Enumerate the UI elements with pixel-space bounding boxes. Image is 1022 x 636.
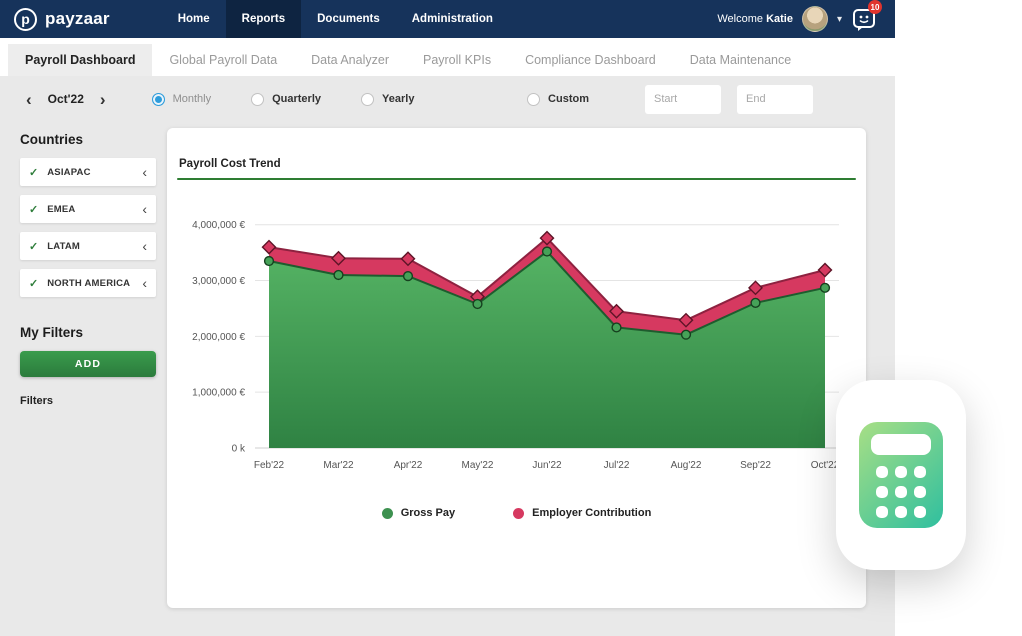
tab-data-maintenance[interactable]: Data Maintenance	[689, 53, 792, 67]
check-icon: ✓	[29, 277, 39, 290]
radio-label-quarterly: Quarterly	[272, 93, 322, 105]
legend-dot	[513, 507, 525, 519]
main-nav: Home Reports Documents Administration	[162, 0, 509, 38]
user-name: Katie	[766, 13, 793, 25]
nav-item-administration[interactable]: Administration	[411, 13, 493, 25]
calculator-widget-card[interactable]	[836, 380, 966, 570]
calculator-icon	[859, 422, 943, 528]
top-navbar: p payzaar Home Reports Documents Adminis…	[0, 0, 895, 38]
svg-text:Jul'22: Jul'22	[604, 460, 630, 471]
radio-dot-yearly	[361, 92, 375, 106]
chart-legend: Gross Pay Employer Contribution	[167, 507, 866, 519]
chat-bubble-icon	[853, 9, 875, 31]
country-item-latam[interactable]: ✓ LATAM ‹	[20, 232, 156, 260]
tab-payroll-dashboard[interactable]: Payroll Dashboard	[8, 44, 153, 76]
period-bar: ‹ Oct'22 › Monthly Quarterly Yearly Cust…	[0, 76, 895, 122]
custom-range-group: Custom	[527, 84, 813, 114]
payzaar-logo-icon: p	[14, 7, 37, 31]
svg-text:Feb'22: Feb'22	[254, 460, 285, 471]
nav-item-home[interactable]: Home	[177, 13, 210, 25]
radio-yearly[interactable]: Yearly	[361, 92, 415, 106]
country-item-asiapac[interactable]: ✓ ASIAPAC ‹	[20, 158, 156, 186]
country-item-north-america[interactable]: ✓ NORTH AMERICA ‹	[20, 269, 156, 297]
svg-text:Oct'22: Oct'22	[811, 460, 840, 471]
legend-dot	[381, 507, 393, 519]
check-icon: ✓	[29, 240, 39, 253]
country-label: EMEA	[47, 203, 76, 215]
notifications-button[interactable]: 10	[851, 0, 882, 32]
nav-item-reports[interactable]: Reports	[225, 0, 302, 38]
chevron-left-icon[interactable]: ‹	[142, 164, 147, 180]
country-label: ASIAPAC	[47, 166, 91, 178]
next-period-button[interactable]: ›	[99, 89, 106, 109]
radio-dot-quarterly	[251, 92, 265, 106]
calculator-keys	[873, 466, 929, 518]
chevron-left-icon[interactable]: ‹	[142, 238, 147, 254]
add-filter-button[interactable]: ADD	[20, 351, 156, 377]
frequency-options: Monthly Quarterly Yearly	[151, 92, 455, 106]
legend-label: Employer Contribution	[532, 507, 652, 519]
chevron-left-icon[interactable]: ‹	[142, 201, 147, 217]
legend-item-gross-pay: Gross Pay	[381, 507, 456, 519]
my-filters-title: My Filters	[20, 325, 84, 340]
start-date-input[interactable]	[645, 84, 721, 114]
svg-text:1,000,000 €: 1,000,000 €	[192, 388, 245, 399]
chart-title: Payroll Cost Trend	[179, 158, 281, 170]
navbar-right: Welcome Katie ▾ 10	[717, 0, 895, 38]
svg-text:2,000,000 €: 2,000,000 €	[192, 332, 245, 343]
current-period: Oct'22	[47, 92, 84, 106]
svg-text:Apr'22: Apr'22	[394, 460, 423, 471]
tab-compliance-dashboard[interactable]: Compliance Dashboard	[525, 53, 656, 67]
report-tabs: Payroll Dashboard Global Payroll Data Da…	[0, 38, 895, 76]
legend-label: Gross Pay	[400, 507, 456, 519]
svg-text:Aug'22: Aug'22	[671, 460, 702, 471]
radio-custom[interactable]: Custom	[527, 92, 589, 106]
notification-badge: 10	[868, 0, 882, 14]
radio-monthly[interactable]: Monthly	[151, 92, 212, 106]
radio-label-monthly: Monthly	[172, 93, 212, 105]
legend-item-employer-contribution: Employer Contribution	[513, 507, 651, 519]
chevron-left-icon[interactable]: ‹	[142, 275, 147, 291]
radio-dot-custom	[527, 92, 541, 106]
nav-item-documents[interactable]: Documents	[317, 13, 380, 25]
svg-text:Mar'22: Mar'22	[323, 460, 354, 471]
svg-text:Jun'22: Jun'22	[532, 460, 562, 471]
chart-area: 4,000,000 € 3,000,000 € 2,000,000 € 1,000,0…	[167, 192, 866, 497]
chevron-down-icon[interactable]: ▾	[836, 13, 842, 25]
tab-global-payroll-data[interactable]: Global Payroll Data	[169, 53, 278, 67]
country-label: NORTH AMERICA	[47, 277, 131, 289]
check-icon: ✓	[29, 203, 39, 216]
svg-text:0 k: 0 k	[232, 444, 246, 455]
title-underline	[177, 178, 856, 180]
payroll-cost-trend-card: Payroll Cost Trend 4,000,000 € 3,000,000 …	[167, 128, 866, 608]
check-icon: ✓	[29, 166, 39, 179]
app-window: p payzaar Home Reports Documents Adminis…	[0, 0, 895, 636]
brand[interactable]: p payzaar	[14, 0, 110, 38]
svg-text:Sep'22: Sep'22	[740, 460, 771, 471]
country-label: LATAM	[47, 240, 81, 252]
radio-quarterly[interactable]: Quarterly	[251, 92, 322, 106]
end-date-input[interactable]	[737, 84, 813, 114]
previous-period-button[interactable]: ‹	[26, 89, 32, 109]
radio-dot-monthly	[151, 92, 165, 106]
radio-label-yearly: Yearly	[382, 93, 415, 105]
avatar[interactable]	[801, 6, 828, 32]
country-item-emea[interactable]: ✓ EMEA ‹	[20, 195, 156, 223]
radio-label-custom: Custom	[548, 93, 589, 105]
tab-data-analyzer[interactable]: Data Analyzer	[311, 53, 389, 67]
svg-text:4,000,000 €: 4,000,000 €	[192, 220, 245, 231]
brand-name: payzaar	[45, 9, 110, 28]
svg-text:May'22: May'22	[462, 460, 494, 471]
welcome-text: Welcome Katie	[717, 13, 793, 25]
svg-text:3,000,000 €: 3,000,000 €	[192, 276, 245, 287]
tab-payroll-kpis[interactable]: Payroll KPIs	[422, 53, 492, 67]
payroll-cost-trend-chart: 4,000,000 € 3,000,000 € 2,000,000 € 1,000,0…	[192, 220, 840, 471]
calculator-screen	[871, 434, 931, 455]
filters-sidebar: Countries ✓ ASIAPAC ‹ ✓ EMEA ‹ ✓ LATAM ‹…	[20, 132, 156, 407]
countries-title: Countries	[20, 132, 84, 147]
filters-label: Filters	[20, 395, 54, 407]
